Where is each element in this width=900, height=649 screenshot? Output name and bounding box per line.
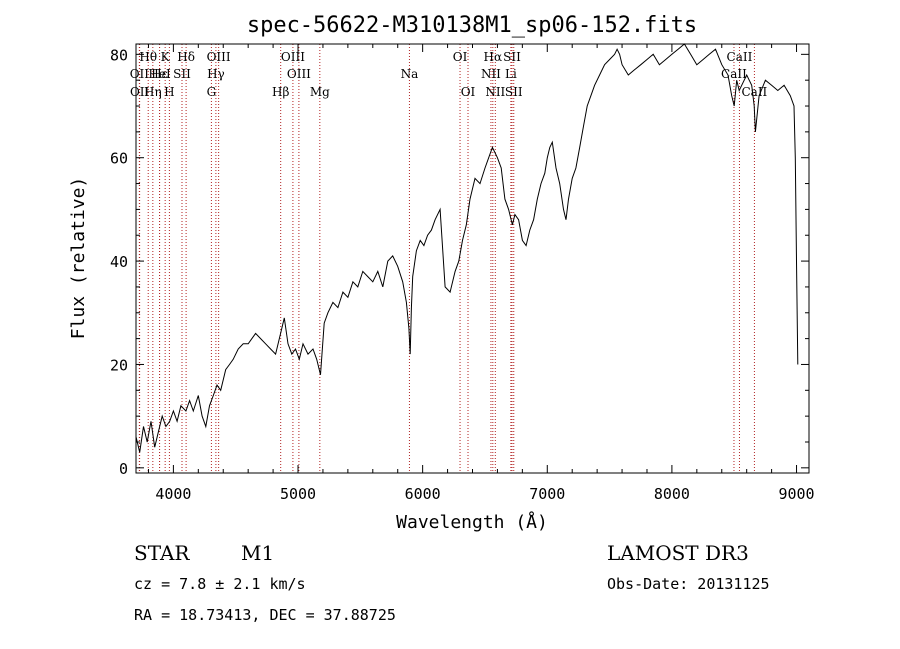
x-axis-ticks: 4000 5000 6000 7000 8000 9000 <box>147 44 815 503</box>
x-tick-label-5: 9000 <box>778 485 814 503</box>
chart-title: spec-56622-M310138M1_sp06-152.fits <box>247 13 697 38</box>
marker-label-5: K <box>161 50 171 64</box>
marker-label-20: Hα <box>484 50 503 64</box>
object-class: STAR <box>134 541 190 565</box>
y-tick-label-2: 40 <box>110 253 128 271</box>
marker-label-27: CaII <box>721 67 747 81</box>
marker-label-26: CaII <box>727 50 753 64</box>
marker-label-19: OI <box>461 85 476 99</box>
marker-label-13: OIII <box>281 50 305 64</box>
coordinates: RA = 18.73413, DEC = 37.88725 <box>134 606 396 624</box>
x-tick-label-4: 8000 <box>654 485 690 503</box>
marker-label-4: Hη <box>144 85 162 99</box>
marker-label-18: OI <box>453 50 468 64</box>
marker-label-28: CaII <box>741 85 767 99</box>
marker-label-23: SII <box>503 50 521 64</box>
marker-label-16: Mg <box>310 85 330 99</box>
marker-label-10: OIII <box>207 50 231 64</box>
marker-label-0: Hθ <box>139 50 157 64</box>
survey-name: LAMOST DR3 <box>607 541 749 565</box>
marker-label-8: Hδ <box>177 50 195 64</box>
marker-label-6: HeI <box>148 67 171 81</box>
x-tick-label-2: 6000 <box>405 485 441 503</box>
y-tick-label-4: 80 <box>110 46 128 64</box>
y-tick-label-3: 60 <box>110 150 128 168</box>
x-axis-label: Wavelength (Å) <box>396 511 548 533</box>
observation-date: Obs-Date: 20131125 <box>607 575 770 593</box>
y-tick-label-1: 20 <box>110 356 128 374</box>
object-subclass: M1 <box>241 541 274 565</box>
y-axis-ticks: 0 20 40 60 80 <box>110 46 809 478</box>
marker-label-15: Hβ <box>272 85 289 99</box>
plot-frame <box>135 43 810 474</box>
y-tick-label-0: 0 <box>119 460 128 478</box>
marker-label-25: SII <box>505 85 523 99</box>
y-axis-label: Flux (relative) <box>68 177 89 340</box>
marker-label-21: NII <box>481 67 501 81</box>
marker-label-24: Li <box>505 67 517 81</box>
marker-label-22: NII <box>485 85 505 99</box>
marker-label-7: H <box>164 85 174 99</box>
x-tick-label-3: 7000 <box>529 485 565 503</box>
marker-label-12: G <box>207 85 217 99</box>
marker-label-17: Na <box>401 67 419 81</box>
marker-label-9: SII <box>173 67 191 81</box>
marker-label-1: OII <box>130 67 150 81</box>
marker-label-2: OII <box>130 85 150 99</box>
marker-label-11: Hγ <box>207 67 225 81</box>
x-tick-label-1: 5000 <box>280 485 316 503</box>
redshift-cz: cz = 7.8 ± 2.1 km/s <box>134 575 306 593</box>
spectral-line-markers <box>138 44 755 473</box>
spectrum-line <box>135 43 799 453</box>
x-tick-label-0: 4000 <box>155 485 191 503</box>
marker-label-3: Hε <box>151 67 168 81</box>
marker-label-14: OIII <box>287 67 311 81</box>
